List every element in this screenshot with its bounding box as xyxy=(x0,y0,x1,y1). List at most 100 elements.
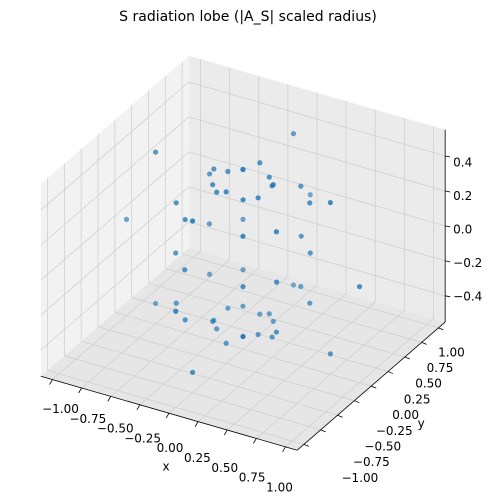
point xyxy=(206,221,212,227)
tick-mark xyxy=(445,260,451,263)
grid-line xyxy=(47,369,305,445)
point xyxy=(182,216,188,223)
point xyxy=(307,200,313,206)
point xyxy=(240,303,246,309)
point xyxy=(214,326,220,332)
point xyxy=(273,229,280,235)
tick-mark xyxy=(445,295,451,298)
tick-mark xyxy=(303,444,310,447)
point xyxy=(273,329,280,335)
grid-line xyxy=(188,221,446,297)
x-tick-label: −0.75 xyxy=(69,412,106,426)
point xyxy=(153,300,159,307)
y-tick-label: 0.00 xyxy=(392,408,419,422)
grid-line xyxy=(64,355,321,431)
point xyxy=(211,166,217,172)
tick-mark xyxy=(282,446,286,453)
point xyxy=(223,189,229,195)
point xyxy=(210,318,216,324)
grid-line xyxy=(188,116,446,192)
tick-mark xyxy=(387,371,394,374)
tick-mark xyxy=(78,387,82,394)
point xyxy=(173,308,179,314)
tick-mark xyxy=(438,327,444,331)
grid-line xyxy=(188,151,446,227)
point xyxy=(255,331,261,338)
tick-mark xyxy=(320,429,326,433)
grid-line xyxy=(181,253,439,329)
point xyxy=(240,197,246,203)
tick-mark xyxy=(445,225,451,228)
x-tick-label: 0.50 xyxy=(211,461,238,475)
point xyxy=(356,284,363,290)
z-tick-label: 0.0 xyxy=(453,222,472,236)
point xyxy=(290,131,297,137)
grid-line xyxy=(114,311,372,387)
tick-mark xyxy=(354,400,360,404)
tick-mark xyxy=(253,438,257,444)
point xyxy=(327,199,333,206)
point xyxy=(210,182,216,188)
point xyxy=(307,250,313,256)
point xyxy=(123,216,130,222)
z-tick-label: −0.4 xyxy=(453,289,482,303)
grid-line xyxy=(40,186,190,316)
tick-mark xyxy=(337,414,343,418)
point xyxy=(225,168,231,175)
point xyxy=(189,369,196,375)
point xyxy=(327,351,333,357)
grid-line xyxy=(97,326,355,402)
grid-line xyxy=(40,81,190,211)
grid-line xyxy=(188,81,446,157)
point xyxy=(225,305,231,311)
point xyxy=(173,250,179,256)
grid-line xyxy=(40,116,190,246)
chart-title: S radiation lobe (|A_S| scaled radius) xyxy=(119,9,377,25)
z-tick-label: −0.2 xyxy=(453,256,482,270)
point xyxy=(307,300,313,306)
x-tick-label: −0.25 xyxy=(124,431,161,445)
grid-line xyxy=(165,268,422,343)
point xyxy=(240,333,246,340)
x-tick-label: 1.00 xyxy=(266,480,293,494)
y-tick-label: 0.25 xyxy=(404,392,431,406)
point xyxy=(269,334,275,340)
grid-line xyxy=(40,221,190,351)
z-tick-label: 0.2 xyxy=(453,189,472,203)
point xyxy=(240,166,246,173)
point xyxy=(298,283,304,290)
tick-mark xyxy=(49,379,53,385)
point xyxy=(240,267,246,273)
grid-line xyxy=(148,282,405,358)
point xyxy=(240,216,246,222)
point xyxy=(270,182,276,188)
point xyxy=(257,311,263,317)
x-axis-label: x xyxy=(162,460,169,474)
x-tick-label: −0.50 xyxy=(97,422,134,436)
y-tick-label: −0.75 xyxy=(353,455,390,469)
point xyxy=(298,183,304,189)
y-tick-label: −1.00 xyxy=(342,471,379,485)
y-tick-label: −0.25 xyxy=(376,424,413,438)
point xyxy=(206,171,213,177)
point xyxy=(255,195,261,201)
point xyxy=(189,218,196,224)
y-tick-label: −0.50 xyxy=(364,440,401,454)
point xyxy=(153,149,159,155)
axis-line xyxy=(296,321,446,451)
point xyxy=(240,284,246,290)
x-tick-label: −1.00 xyxy=(42,402,79,416)
tick-mark xyxy=(136,404,141,411)
tick-mark xyxy=(404,356,410,360)
x-tick-label: 0.00 xyxy=(157,441,184,455)
axis-line xyxy=(40,375,298,451)
point xyxy=(274,279,280,285)
y-tick-label: 0.75 xyxy=(427,361,454,375)
z-tick-label: 0.4 xyxy=(453,156,472,170)
point xyxy=(298,233,304,239)
tick-mark xyxy=(445,155,451,158)
grid-line xyxy=(40,151,190,281)
grid-line xyxy=(188,186,446,262)
